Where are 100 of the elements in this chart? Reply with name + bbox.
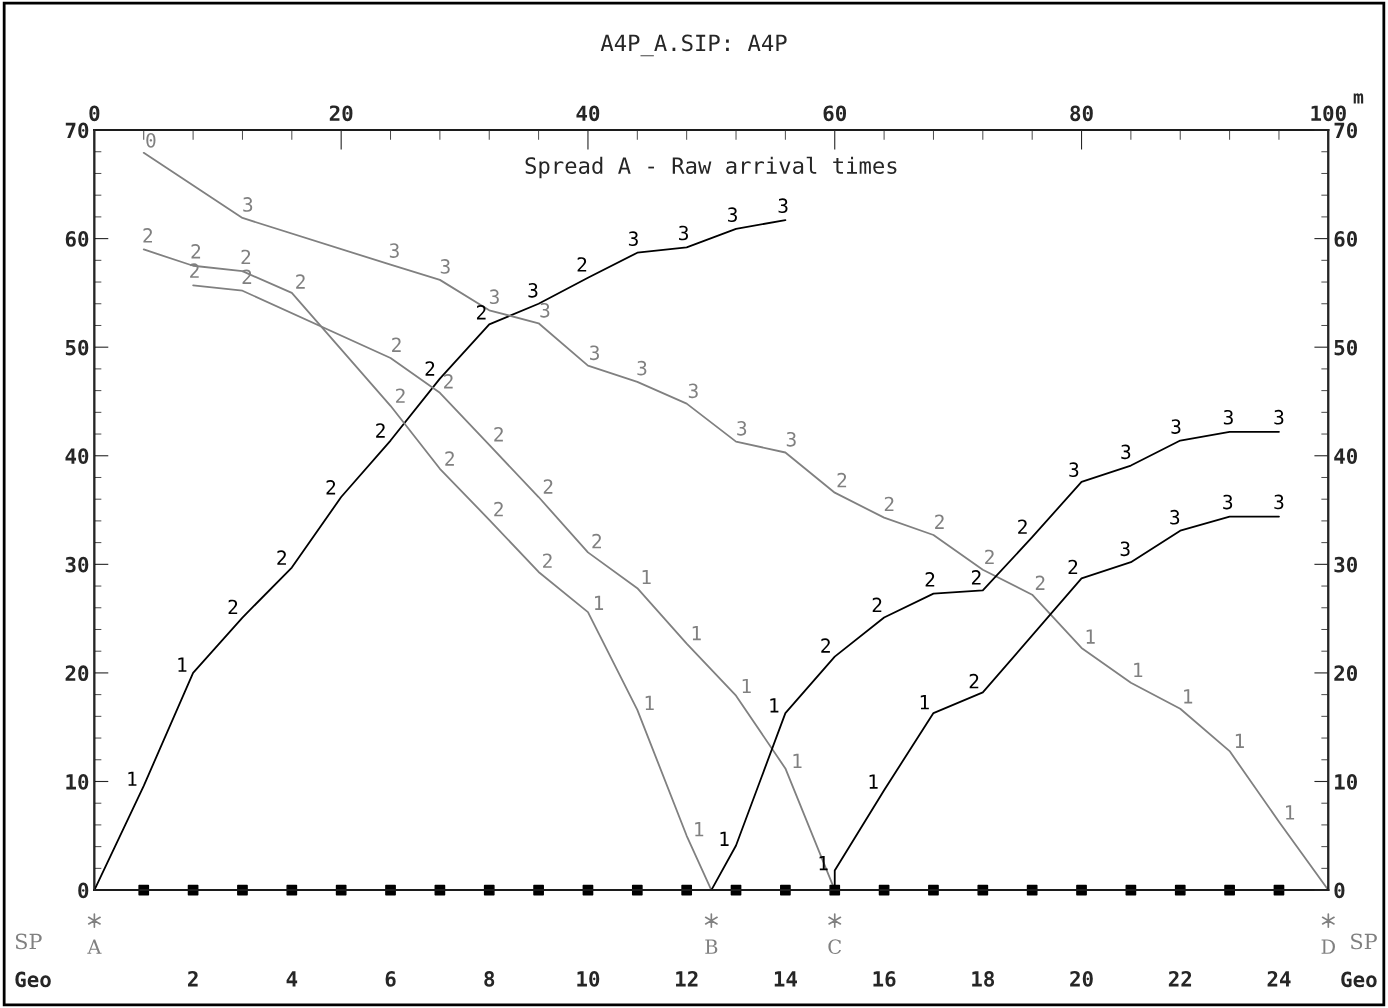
- annotation: 2: [971, 570, 981, 585]
- annotation: 1: [695, 822, 704, 837]
- x-tick-label: 12: [676, 970, 698, 987]
- annotation: 3: [637, 360, 647, 376]
- y2-tick-label: 20: [1334, 665, 1358, 682]
- annotation: 2: [191, 244, 201, 259]
- annotation: 2: [837, 472, 847, 488]
- x2-axis-title: m: [1353, 93, 1364, 104]
- annotation: 2: [925, 572, 935, 587]
- y2-tick-label: 30: [1334, 556, 1358, 573]
- text: SP: [1351, 933, 1377, 950]
- annotation: 2: [821, 638, 830, 653]
- x2-tick-label: 80: [1070, 105, 1093, 122]
- annotation: 3: [1069, 462, 1079, 477]
- annotation: A: [87, 939, 102, 954]
- text: Geo: [15, 971, 51, 988]
- annotation: 3: [1171, 419, 1181, 434]
- annotation: 3: [389, 243, 399, 258]
- annotation: 3: [1223, 409, 1233, 425]
- x-tick-label: 4: [286, 971, 298, 987]
- annotation: 3: [679, 225, 689, 241]
- y2-tick-label: 60: [1334, 231, 1358, 247]
- annotation: 1: [742, 678, 751, 694]
- annotation: 3: [528, 282, 538, 298]
- y2-tick-label: 50: [1334, 339, 1358, 356]
- annotation: 1: [720, 831, 729, 846]
- y-tick-label: 40: [65, 448, 89, 464]
- annotation: 1: [692, 626, 701, 641]
- annotation: 1: [645, 695, 654, 710]
- annotation: 3: [1121, 444, 1131, 460]
- annotation: 3: [688, 383, 698, 399]
- y2-tick-label: 0: [1334, 882, 1345, 899]
- text: Spread A - Raw arrival times: [525, 156, 897, 179]
- annotation: 3: [786, 431, 796, 447]
- annotation: 2: [935, 514, 944, 529]
- text: SP: [15, 933, 42, 950]
- y2-tick-label: 40: [1334, 448, 1358, 464]
- y-tick-label: 0: [78, 882, 89, 899]
- x-tick-label: 24: [1267, 970, 1291, 987]
- y-tick-label: 30: [65, 556, 89, 573]
- annotation: 2: [985, 549, 994, 565]
- annotation: 2: [444, 374, 453, 389]
- annotation: 2: [1035, 575, 1045, 590]
- x-tick-label: 18: [972, 970, 995, 987]
- annotation: 2: [1068, 559, 1078, 575]
- x-tick-label: 20: [1070, 970, 1093, 987]
- x-tick-label: 16: [873, 971, 896, 987]
- x-tick-label: 22: [1168, 970, 1192, 987]
- annotation: 3: [540, 302, 550, 318]
- annotation: 3: [489, 289, 499, 305]
- y2-tick-label: 10: [1335, 773, 1358, 790]
- x-tick-label: 8: [484, 970, 495, 987]
- annotation: 1: [128, 771, 137, 786]
- x2-tick-label: 40: [576, 105, 600, 122]
- y-tick-label: 20: [65, 665, 89, 682]
- annotation: 3: [728, 207, 737, 222]
- annotation: 2: [494, 426, 503, 442]
- annotation: 1: [1086, 629, 1095, 644]
- annotation: 2: [241, 249, 251, 265]
- annotation: 2: [884, 496, 894, 512]
- annotation: 1: [869, 774, 878, 789]
- annotation: 3: [590, 345, 599, 361]
- annotation: 2: [326, 480, 336, 495]
- y-tick-label: 50: [65, 339, 89, 356]
- x-tick-label: 10: [577, 970, 600, 987]
- annotation: 3: [1223, 494, 1233, 510]
- annotation: 2: [543, 553, 552, 568]
- annotation: 1: [1235, 733, 1244, 748]
- annotation: 2: [228, 599, 238, 615]
- x-tick-label: 14: [774, 971, 797, 987]
- annotation: 3: [737, 420, 747, 436]
- annotation: 2: [296, 274, 305, 289]
- y2-tick-label: 70: [1334, 122, 1358, 139]
- annotation: 1: [920, 695, 929, 710]
- x2-tick-label: 20: [329, 105, 353, 122]
- annotation: 3: [1274, 409, 1284, 425]
- annotation: 3: [628, 231, 638, 246]
- y-tick-label: 60: [65, 231, 89, 247]
- annotation: 3: [778, 198, 788, 214]
- annotation: 1: [1184, 689, 1193, 704]
- annotation: 1: [178, 657, 187, 672]
- annotation: 3: [1120, 541, 1130, 557]
- x2-tick-label: 100: [1311, 105, 1346, 122]
- annotation: 2: [872, 597, 882, 612]
- annotation: 1: [595, 595, 604, 610]
- x2-tick-label: 60: [823, 105, 847, 122]
- annotation: 1: [1286, 805, 1295, 820]
- annotation: 2: [476, 305, 486, 320]
- annotation: 2: [592, 533, 601, 549]
- annotation: D: [1321, 939, 1335, 954]
- annotation: 3: [1170, 509, 1180, 525]
- annotation: C: [828, 939, 842, 955]
- annotation: 2: [396, 388, 405, 403]
- y-tick-label: 10: [66, 773, 89, 790]
- annotation: 3: [440, 259, 450, 274]
- annotation: 1: [770, 698, 779, 713]
- annotation: B: [705, 939, 718, 954]
- x2-tick-label: 0: [89, 105, 100, 122]
- y-tick-label: 70: [65, 122, 89, 139]
- x-tick-label: 2: [188, 970, 198, 987]
